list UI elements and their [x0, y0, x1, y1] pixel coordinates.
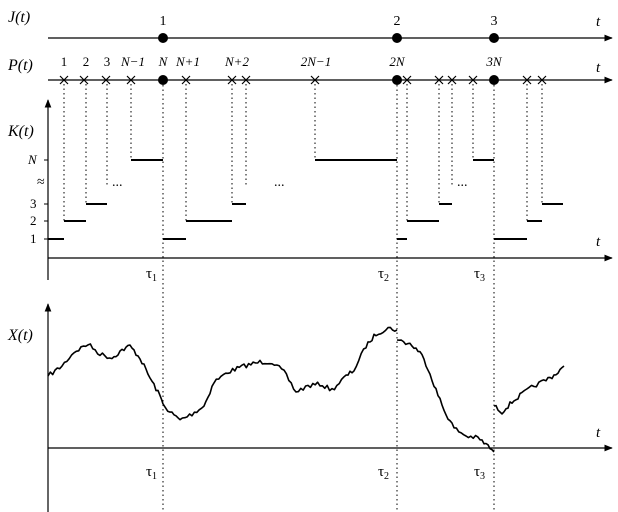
- p-t-label: t: [596, 60, 601, 76]
- x-t-label: t: [596, 425, 601, 441]
- p-label-N: N: [158, 54, 169, 69]
- x-tau-3: τ3: [474, 464, 485, 482]
- k-step-segments: [48, 159, 563, 240]
- renewal-time-guides: [162, 85, 495, 512]
- x-axis-label: X(t): [7, 327, 33, 344]
- p-label-N-minus-1: N−1: [120, 54, 145, 69]
- j-t-label: t: [596, 14, 601, 30]
- x-sample-path: [47, 326, 565, 453]
- p-label-2: 2: [83, 54, 90, 69]
- k-tau-labels: τ1 τ2 τ3: [146, 266, 485, 284]
- k-ellipsis-2: ...: [274, 175, 285, 190]
- p-axis-label: P(t): [7, 57, 33, 74]
- k-tick-2: 2: [30, 213, 37, 228]
- x-tau-2: τ2: [378, 464, 389, 482]
- j-event-label-2: 2: [394, 14, 401, 29]
- k-tick-N: N: [27, 152, 38, 167]
- x-tau-labels: τ1 τ2 τ3: [146, 464, 485, 482]
- x-path-segment-3: [396, 339, 495, 453]
- k-ellipsis-1: ...: [112, 175, 123, 190]
- k-ticks: 1 2 3 N: [27, 152, 38, 246]
- p-label-3: 3: [104, 54, 111, 69]
- p-renewal-dot-2N: [392, 75, 402, 85]
- j-event-label-3: 3: [491, 14, 498, 29]
- k-axis-label: K(t): [7, 123, 34, 140]
- p-label-N-plus-2: N+2: [224, 54, 249, 69]
- p-renewal-dot-N: [158, 75, 168, 85]
- k-tau-1: τ1: [146, 266, 157, 284]
- p-label-2N: 2N: [389, 54, 406, 69]
- j-axis-label: J(t): [8, 9, 30, 26]
- p-renewal-dot-3N: [489, 75, 499, 85]
- p-label-1: 1: [61, 54, 68, 69]
- j-event-label-1: 1: [160, 14, 167, 29]
- x-tau-1: τ1: [146, 464, 157, 482]
- p-label-N-plus-1: N+1: [175, 54, 200, 69]
- k-tau-2: τ2: [378, 266, 389, 284]
- j-event-dot-3: [489, 33, 499, 43]
- p-event-crosses: [59, 75, 547, 85]
- p-label-2N-minus-1: 2N−1: [301, 54, 331, 69]
- p-event-labels: 1 2 3 N−1 N N+1 N+2 2N−1 2N 3N: [61, 54, 503, 69]
- p-label-3N: 3N: [485, 54, 503, 69]
- j-event-dot-2: [392, 33, 402, 43]
- p-to-k-dotted-guides: [63, 84, 543, 221]
- x-path-segment-1: [47, 343, 164, 405]
- x-path-segment-4: [493, 365, 565, 415]
- j-event-dot-1: [158, 33, 168, 43]
- k-ellipsis-3: ...: [457, 175, 468, 190]
- k-tick-3: 3: [30, 196, 37, 211]
- k-tau-3: τ3: [474, 266, 485, 284]
- x-path-segment-2: [162, 326, 398, 421]
- k-tick-marks: [44, 159, 48, 240]
- k-tick-1: 1: [30, 231, 37, 246]
- k-t-label: t: [596, 234, 601, 250]
- k-axis-break: ≈: [37, 175, 45, 190]
